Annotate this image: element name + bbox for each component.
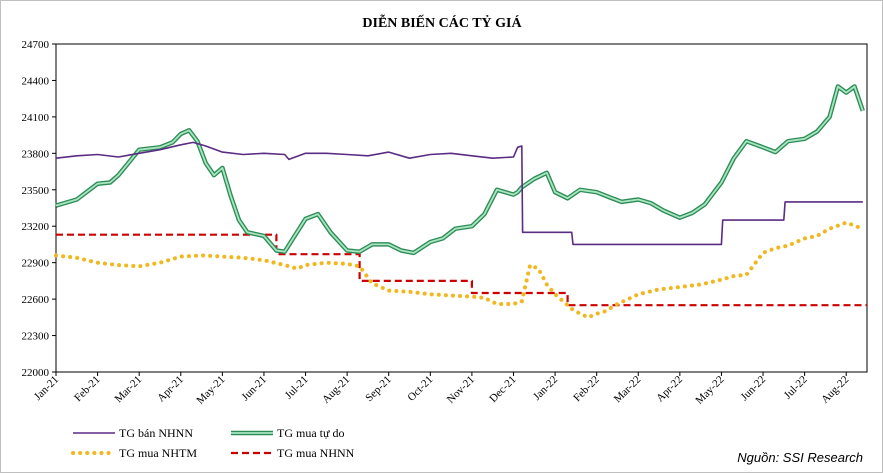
y-tick-label: 22600 [22, 294, 50, 306]
x-tick-label: May-22 [693, 374, 726, 407]
x-tick-label: May-21 [194, 374, 227, 407]
y-tick-label: 22000 [22, 367, 50, 379]
x-axis: Jan-21 Feb-21 Mar-21 Apr-21 May-21 Jun-21 Jul-… [32, 372, 851, 407]
series-line-2 [55, 85, 864, 254]
y-tick-label: 23800 [22, 148, 50, 160]
y-axis: 22000 22300 22600 22900 23200 23500 23800 24100… [22, 39, 56, 379]
x-tick-label: Nov-21 [445, 374, 477, 406]
x-tick-label: Sep-21 [363, 374, 394, 405]
legend-label-1: TG bán NHNN [119, 426, 193, 440]
x-tick-label: Feb-21 [72, 374, 103, 405]
series-layer [54, 84, 867, 320]
series-line-4 [56, 233, 867, 307]
legend-label-4: TG mua NHNN [277, 446, 355, 460]
x-tick-label: Mar-21 [113, 374, 145, 406]
x-tick-label: Oct-21 [405, 374, 435, 404]
source-note: Nguồn: SSI Research [737, 450, 863, 465]
legend: TG bán NHNN TG mua tự do TG mua NHTM TG mua… [71, 426, 355, 460]
x-tick-label: Apr-21 [155, 374, 186, 405]
x-tick-label: Aug-22 [819, 374, 851, 406]
x-tick-label: Feb-22 [571, 374, 602, 405]
x-tick-label: Dec-21 [487, 374, 518, 405]
y-tick-label: 22300 [22, 331, 50, 343]
chart-title: DIỄN BIẾN CÁC TỶ GIÁ [362, 13, 522, 31]
y-tick-label: 22900 [22, 258, 50, 270]
plot-border [55, 43, 868, 373]
y-tick-label: 24400 [22, 75, 50, 87]
series-line-1 [55, 141, 863, 246]
x-tick-label: Jun-22 [738, 374, 768, 404]
legend-label-2: TG mua tự do [277, 426, 345, 440]
y-tick-label: 23200 [22, 221, 50, 233]
y-tick-label: 24700 [22, 39, 50, 51]
x-tick-label: Apr-22 [654, 374, 685, 405]
series-line-3 [54, 220, 865, 320]
plot-area [55, 43, 868, 373]
x-tick-label: Jan-22 [531, 374, 560, 403]
x-tick-label: Aug-21 [320, 374, 352, 406]
x-tick-label: Mar-22 [612, 374, 644, 406]
y-tick-label: 23500 [22, 185, 50, 197]
x-tick-label: Jul-21 [283, 374, 311, 402]
legend-label-3: TG mua NHTM [119, 446, 197, 460]
x-tick-label: Jun-21 [239, 374, 269, 404]
y-tick-label: 24100 [22, 112, 50, 124]
x-tick-label: Jul-22 [782, 374, 810, 402]
